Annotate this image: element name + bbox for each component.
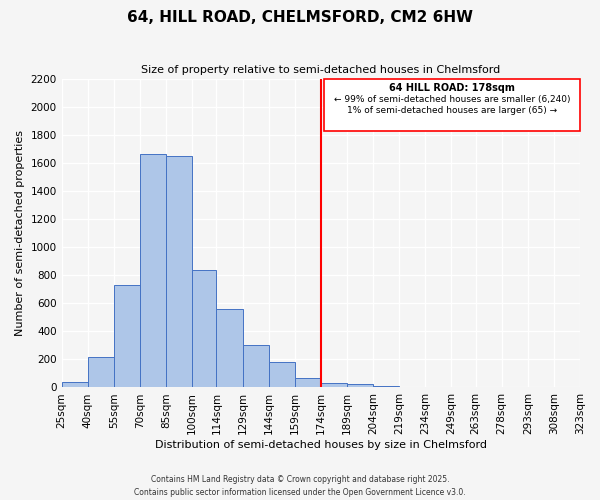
Title: Size of property relative to semi-detached houses in Chelmsford: Size of property relative to semi-detach…	[141, 65, 500, 75]
Bar	[321, 382, 347, 388]
Text: 64 HILL ROAD: 178sqm: 64 HILL ROAD: 178sqm	[389, 84, 515, 94]
Bar	[399, 387, 425, 388]
Text: Contains HM Land Registry data © Crown copyright and database right 2025.
Contai: Contains HM Land Registry data © Crown c…	[134, 476, 466, 497]
Text: 1% of semi-detached houses are larger (65) →: 1% of semi-detached houses are larger (6…	[347, 106, 557, 116]
Bar	[242, 346, 269, 388]
Text: ← 99% of semi-detached houses are smaller (6,240): ← 99% of semi-detached houses are smalle…	[334, 95, 571, 104]
Bar	[166, 156, 192, 388]
Bar	[62, 382, 88, 388]
Y-axis label: Number of semi-detached properties: Number of semi-detached properties	[15, 130, 25, 336]
Bar	[347, 384, 373, 388]
X-axis label: Distribution of semi-detached houses by size in Chelmsford: Distribution of semi-detached houses by …	[155, 440, 487, 450]
Bar	[295, 378, 321, 388]
Bar	[88, 356, 114, 388]
Bar	[192, 270, 217, 388]
Bar	[114, 285, 140, 388]
Bar	[373, 386, 399, 388]
Bar	[140, 154, 166, 388]
FancyBboxPatch shape	[325, 80, 580, 130]
Bar	[269, 362, 295, 388]
Bar	[217, 309, 242, 388]
Text: 64, HILL ROAD, CHELMSFORD, CM2 6HW: 64, HILL ROAD, CHELMSFORD, CM2 6HW	[127, 10, 473, 25]
